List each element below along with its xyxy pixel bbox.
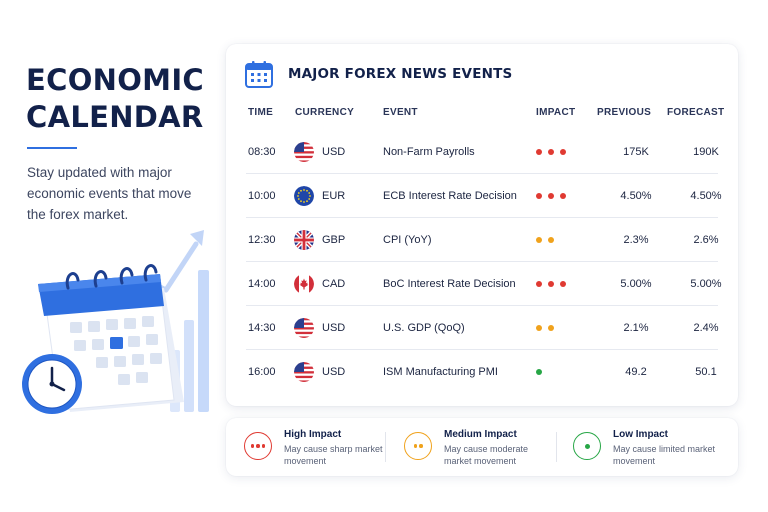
hero-divider xyxy=(27,147,77,149)
previous-value: 49.2 xyxy=(625,366,647,378)
hero-title: ECONOMIC CALENDAR xyxy=(26,62,204,136)
legend-description: May cause moderate market movement xyxy=(444,444,529,466)
legend-description: May cause limited market movement xyxy=(613,444,716,466)
column-header-currency: CURRENCY xyxy=(295,107,355,118)
forecast-value: 50.1 xyxy=(695,366,717,378)
ca-flag-icon xyxy=(294,262,314,306)
table-row: 14:30 USD U.S. GDP (QoQ) 2.1% 2.4% xyxy=(246,306,719,350)
event-time: 12:30 xyxy=(248,234,276,246)
eu-flag-icon xyxy=(294,174,314,218)
impact-indicator-medium xyxy=(536,306,560,350)
legend-title: High Impact xyxy=(284,429,342,440)
table-row: 16:00 USD ISM Manufacturing PMI 49.2 50.… xyxy=(246,350,718,394)
table-row: 10:00 EUR ECB Interest Rate Decision 4.5… xyxy=(246,174,722,218)
table-row: 08:30 USD Non-Farm Payrolls 175K 190K xyxy=(246,130,719,174)
hero-title-line2: CALENDAR xyxy=(26,100,204,134)
event-name: U.S. GDP (QoQ) xyxy=(383,322,465,334)
currency-code: USD xyxy=(322,322,346,334)
previous-value: 5.00% xyxy=(620,278,652,290)
card-title: MAJOR FOREX NEWS EVENTS xyxy=(288,66,513,82)
us-flag-icon xyxy=(294,130,314,174)
legend-description: May cause sharp market movement xyxy=(284,444,383,466)
forecast-value: 2.4% xyxy=(693,322,719,334)
previous-value: 2.1% xyxy=(623,322,649,334)
event-name: Non-Farm Payrolls xyxy=(383,146,475,158)
currency-code: CAD xyxy=(322,278,346,290)
event-time: 14:00 xyxy=(248,278,276,290)
hero-subtitle: Stay updated with major economic events … xyxy=(27,165,192,222)
forex-events-card: MAJOR FOREX NEWS EVENTS TIME CURRENCY EV… xyxy=(226,44,738,406)
event-time: 10:00 xyxy=(248,190,276,202)
forecast-value: 4.50% xyxy=(690,190,722,202)
event-name: ISM Manufacturing PMI xyxy=(383,366,498,378)
high-impact-icon xyxy=(244,432,272,460)
event-name: ECB Interest Rate Decision xyxy=(383,190,517,202)
legend-divider xyxy=(385,432,386,462)
event-time: 08:30 xyxy=(248,146,276,158)
legend-title: Medium Impact xyxy=(444,429,517,440)
impact-indicator-high xyxy=(536,130,572,174)
currency-code: GBP xyxy=(322,234,346,246)
legend-title: Low Impact xyxy=(613,429,669,440)
forecast-value: 5.00% xyxy=(690,278,722,290)
event-name: BoC Interest Rate Decision xyxy=(383,278,516,290)
column-header-forecast: FORECAST xyxy=(667,107,725,118)
low-impact-icon xyxy=(573,432,601,460)
previous-value: 175K xyxy=(623,146,649,158)
us-flag-icon xyxy=(294,306,314,350)
impact-indicator-high xyxy=(536,174,572,218)
uk-flag-icon xyxy=(294,218,314,262)
currency-code: USD xyxy=(322,146,346,158)
event-time: 16:00 xyxy=(248,366,276,378)
table-row: 12:30 GBP CPI (YoY) 2.3% 2.6% xyxy=(246,218,719,262)
currency-code: EUR xyxy=(322,190,346,202)
impact-legend: High Impact May cause sharp market movem… xyxy=(226,418,738,476)
event-name: CPI (YoY) xyxy=(383,234,432,246)
calendar-clock-illustration xyxy=(14,222,224,427)
previous-value: 4.50% xyxy=(620,190,652,202)
card-header: MAJOR FOREX NEWS EVENTS xyxy=(244,58,512,90)
impact-indicator-high xyxy=(536,262,572,306)
forecast-value: 2.6% xyxy=(693,234,719,246)
legend-divider xyxy=(556,432,557,462)
impact-indicator-low xyxy=(536,350,548,394)
event-time: 14:30 xyxy=(248,322,276,334)
column-header-time: TIME xyxy=(248,107,274,118)
column-header-previous: PREVIOUS xyxy=(597,107,652,118)
previous-value: 2.3% xyxy=(623,234,649,246)
hero-title-line1: ECONOMIC xyxy=(26,63,204,97)
column-header-impact: IMPACT xyxy=(536,107,576,118)
calendar-icon xyxy=(245,61,273,88)
currency-code: USD xyxy=(322,366,346,378)
medium-impact-icon xyxy=(404,432,432,460)
impact-indicator-medium xyxy=(536,218,560,262)
us-flag-icon xyxy=(294,350,314,394)
column-header-event: EVENT xyxy=(383,107,418,118)
table-row: 14:00 CAD BoC Interest Rate Decision 5.0… xyxy=(246,262,722,306)
forecast-value: 190K xyxy=(693,146,719,158)
